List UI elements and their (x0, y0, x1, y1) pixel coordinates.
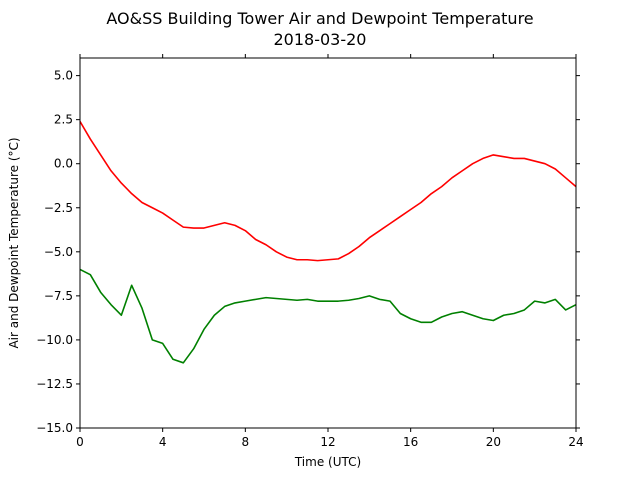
chart-title: AO&SS Building Tower Air and Dewpoint Te… (106, 9, 533, 28)
y-tick-label: 0.0 (54, 157, 73, 171)
y-tick-label: −10.0 (36, 333, 73, 347)
y-tick-label: 5.0 (54, 69, 73, 83)
x-tick-label: 8 (242, 435, 250, 449)
series-line-2 (79, 268, 577, 364)
series-line-1 (79, 121, 577, 262)
plot-area (79, 57, 577, 429)
x-tick-label: 12 (320, 435, 335, 449)
x-tick-label: 16 (403, 435, 418, 449)
x-tick-label: 24 (568, 435, 583, 449)
y-tick-label: −5.0 (44, 245, 73, 259)
x-tick-label: 4 (159, 435, 167, 449)
y-axis-label: Air and Dewpoint Temperature (°C) (7, 137, 21, 348)
x-tick-label: 0 (76, 435, 84, 449)
y-tick-label: 2.5 (54, 113, 73, 127)
y-tick-label: −15.0 (36, 421, 73, 435)
y-tick-label: −2.5 (44, 201, 73, 215)
x-axis-ticks: 0 4 8 12 16 20 24 (76, 54, 584, 449)
y-tick-label: −7.5 (44, 289, 73, 303)
plot-background (80, 58, 576, 428)
y-axis-ticks: −15.0 −12.5 −10.0 −7.5 −5.0 −2.5 0.0 2.5 5.0 (36, 69, 580, 435)
y-tick-label: −12.5 (36, 377, 73, 391)
series-layer (79, 121, 577, 364)
chart-subtitle: 2018-03-20 (274, 30, 367, 49)
x-tick-label: 20 (486, 435, 501, 449)
x-axis-label: Time (UTC) (294, 455, 361, 469)
